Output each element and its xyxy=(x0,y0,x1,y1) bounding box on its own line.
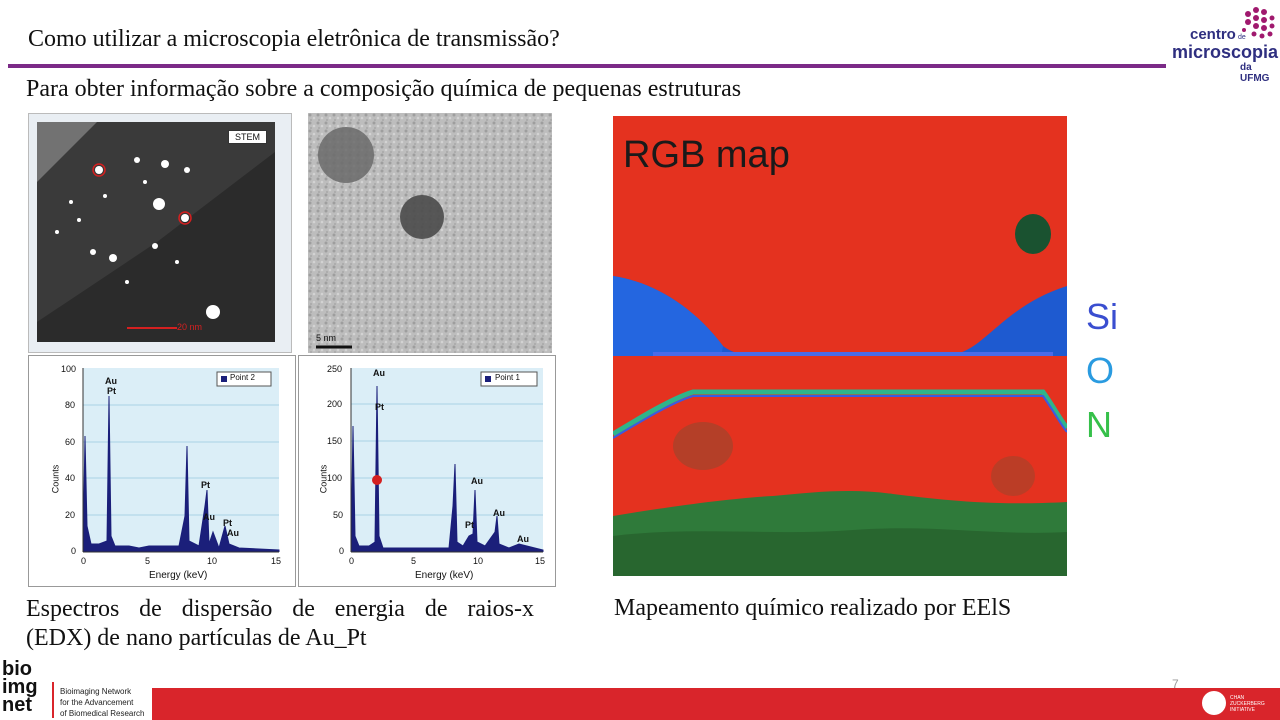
peak-label: Au xyxy=(471,476,483,486)
spectrum-legend: Point 1 xyxy=(495,373,520,382)
chan-zuckerberg-logo: CHAN ZUCKERBERG INITIATIVE xyxy=(1202,690,1280,718)
peak-label: Au xyxy=(517,534,529,544)
peak-label: Pt xyxy=(107,386,116,396)
y-tick: 250 xyxy=(327,364,343,374)
x-tick: 15 xyxy=(535,556,546,566)
logo-text-ufmg: da UFMG xyxy=(1240,62,1270,84)
x-tick: 15 xyxy=(271,556,282,566)
peak-label: Pt xyxy=(223,518,232,528)
y-axis-label: Counts xyxy=(50,464,61,494)
peak-label: Au xyxy=(493,508,505,518)
peak-label: Pt xyxy=(375,402,384,412)
title-divider xyxy=(8,64,1166,68)
x-tick: 5 xyxy=(411,556,417,566)
x-tick: 0 xyxy=(81,556,87,566)
stem-image-panel: STEM 20 nm xyxy=(28,113,292,353)
bioimg-logo-text: bio img net xyxy=(2,658,38,716)
peak-label: Au xyxy=(227,528,239,538)
edx-spectrum-point-2: Point 2 Counts Energy (keV) 100 80 60 40… xyxy=(28,355,296,587)
eels-rgb-map: RGB map xyxy=(613,116,1067,576)
peak-label: Au xyxy=(203,512,215,522)
y-tick: 200 xyxy=(327,399,343,409)
peak-label: Pt xyxy=(465,520,474,530)
stem-image: STEM 20 nm xyxy=(37,122,275,342)
logo-separator xyxy=(52,682,54,718)
x-tick: 5 xyxy=(145,556,151,566)
y-tick: 20 xyxy=(65,510,76,520)
centro-microscopia-logo: centro de microscopia da UFMG xyxy=(1168,2,1279,84)
logo-text-de: de xyxy=(1238,34,1246,41)
peak-label: Au xyxy=(105,376,117,386)
czi-circle-icon xyxy=(1202,691,1226,715)
tem-image: 5 nm xyxy=(308,113,552,353)
legend-n: N xyxy=(1086,404,1112,445)
caption-edx-line2: (EDX) de nano partículas de Au_Pt xyxy=(26,625,367,651)
logo-text-centro: centro xyxy=(1190,26,1236,43)
y-tick: 40 xyxy=(65,473,76,483)
y-tick: 100 xyxy=(327,473,343,483)
y-tick: 150 xyxy=(327,436,343,446)
bioimg-description: Bioimaging Network for the Advancement o… xyxy=(60,687,145,718)
rgb-map-title: RGB map xyxy=(623,134,790,176)
y-tick: 100 xyxy=(61,364,77,374)
legend-o: O xyxy=(1086,350,1115,391)
x-axis-label: Energy (keV) xyxy=(149,570,208,581)
x-axis-label: Energy (keV) xyxy=(415,570,474,581)
page-number: 7 xyxy=(1172,677,1179,691)
caption-eels: Mapeamento químico realizado por EElS xyxy=(614,595,1012,621)
footer-bar xyxy=(152,688,1280,720)
x-tick: 10 xyxy=(473,556,484,566)
stem-label: STEM xyxy=(227,130,267,144)
peak-label: Au xyxy=(373,368,385,378)
x-tick: 10 xyxy=(207,556,218,566)
y-tick: 50 xyxy=(333,510,344,520)
caption-edx-line1: Espectros de dispersão de energia de rai… xyxy=(26,596,534,622)
stem-scale-label: 20 nm xyxy=(177,322,203,332)
edx-spectrum-point-1: Point 1 Counts Energy (keV) 250 200 150 … xyxy=(298,355,556,587)
y-tick: 80 xyxy=(65,400,76,410)
slide-subtitle: Para obter informação sobre a composição… xyxy=(26,76,742,102)
x-tick: 0 xyxy=(349,556,355,566)
spectrum-legend: Point 2 xyxy=(230,373,255,382)
czi-text: CHAN ZUCKERBERG INITIATIVE xyxy=(1230,695,1265,713)
tem-scale-label: 5 nm xyxy=(316,333,337,343)
y-tick: 60 xyxy=(65,437,76,447)
y-tick: 0 xyxy=(71,546,77,556)
legend-si: Si xyxy=(1086,296,1119,337)
bioimaging-network-logo: bio img net Bioimaging Network for the A… xyxy=(0,658,150,720)
slide-title: Como utilizar a microscopia eletrônica d… xyxy=(28,26,560,52)
y-tick: 0 xyxy=(339,546,345,556)
peak-label: Pt xyxy=(201,480,210,490)
logo-text-microscopia: microscopia xyxy=(1172,42,1279,62)
